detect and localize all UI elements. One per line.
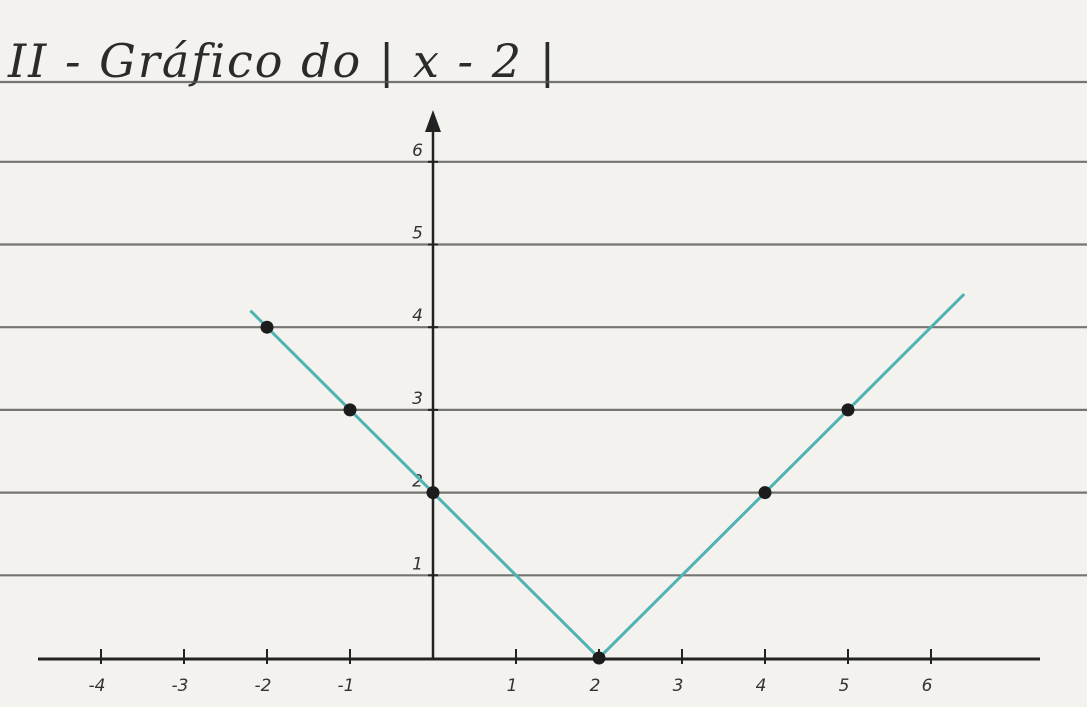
x-tick-label: 1: [507, 676, 518, 696]
x-tick-label: -4: [89, 676, 106, 696]
data-point: [343, 403, 357, 417]
y-tick-label: 3: [412, 389, 423, 409]
y-tick-label: 5: [412, 224, 423, 244]
y-tick-label: 2: [412, 472, 423, 492]
y-axis-arrow: [425, 110, 441, 132]
x-tick-label: 4: [756, 676, 767, 696]
y-tick-label: 1: [412, 554, 423, 574]
data-point: [841, 403, 855, 417]
data-point: [260, 320, 274, 334]
chart-title: II - Gráfico do | x - 2 |: [8, 34, 558, 88]
data-point: [758, 486, 772, 500]
x-tick-label: -2: [255, 676, 272, 696]
y-tick-label: 6: [412, 141, 423, 161]
function-line: [249, 293, 966, 661]
x-tick-label: 2: [590, 676, 601, 696]
data-point: [426, 486, 440, 500]
x-tick-label: 3: [673, 676, 684, 696]
data-point: [592, 651, 606, 665]
x-tick-label: -1: [338, 676, 355, 696]
x-tick-label: 6: [922, 676, 933, 696]
x-tick-label: -3: [172, 676, 189, 696]
y-tick-label: 4: [412, 306, 423, 326]
x-tick-label: 5: [839, 676, 850, 696]
